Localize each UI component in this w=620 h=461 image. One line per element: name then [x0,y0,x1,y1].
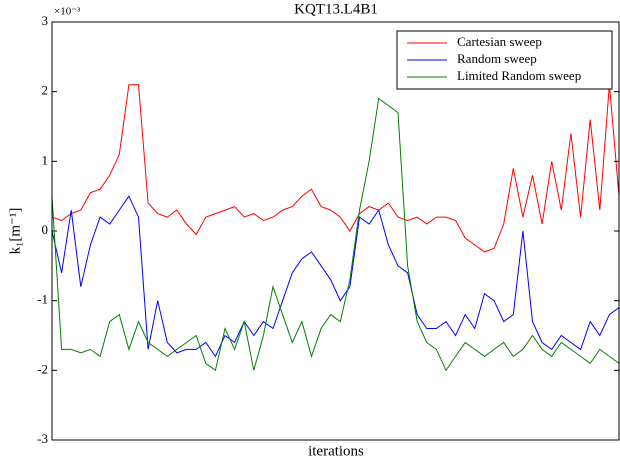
legend-label: Limited Random sweep [457,68,581,83]
y-tick-label: 0 [42,222,49,237]
legend-label: Random sweep [457,51,537,66]
y-tick-label: 3 [42,13,49,28]
legend-label: Cartesian sweep [457,34,542,49]
y-tick-label: -2 [37,361,48,376]
series-line [51,84,620,253]
y-multiplier: ×10⁻³ [54,6,81,18]
y-tick-label: 2 [42,83,49,98]
y-axis-label: k₁[m⁻¹] [7,208,23,255]
plot-frame [51,21,620,441]
x-axis-label: iterations [308,443,364,459]
y-tick-label: -3 [37,431,48,446]
chart-title: KQT13.L4B1 [294,1,378,17]
y-tick-label: 1 [42,152,49,167]
series-line [51,195,620,358]
series-line [51,97,620,372]
y-tick-label: -1 [37,292,48,307]
